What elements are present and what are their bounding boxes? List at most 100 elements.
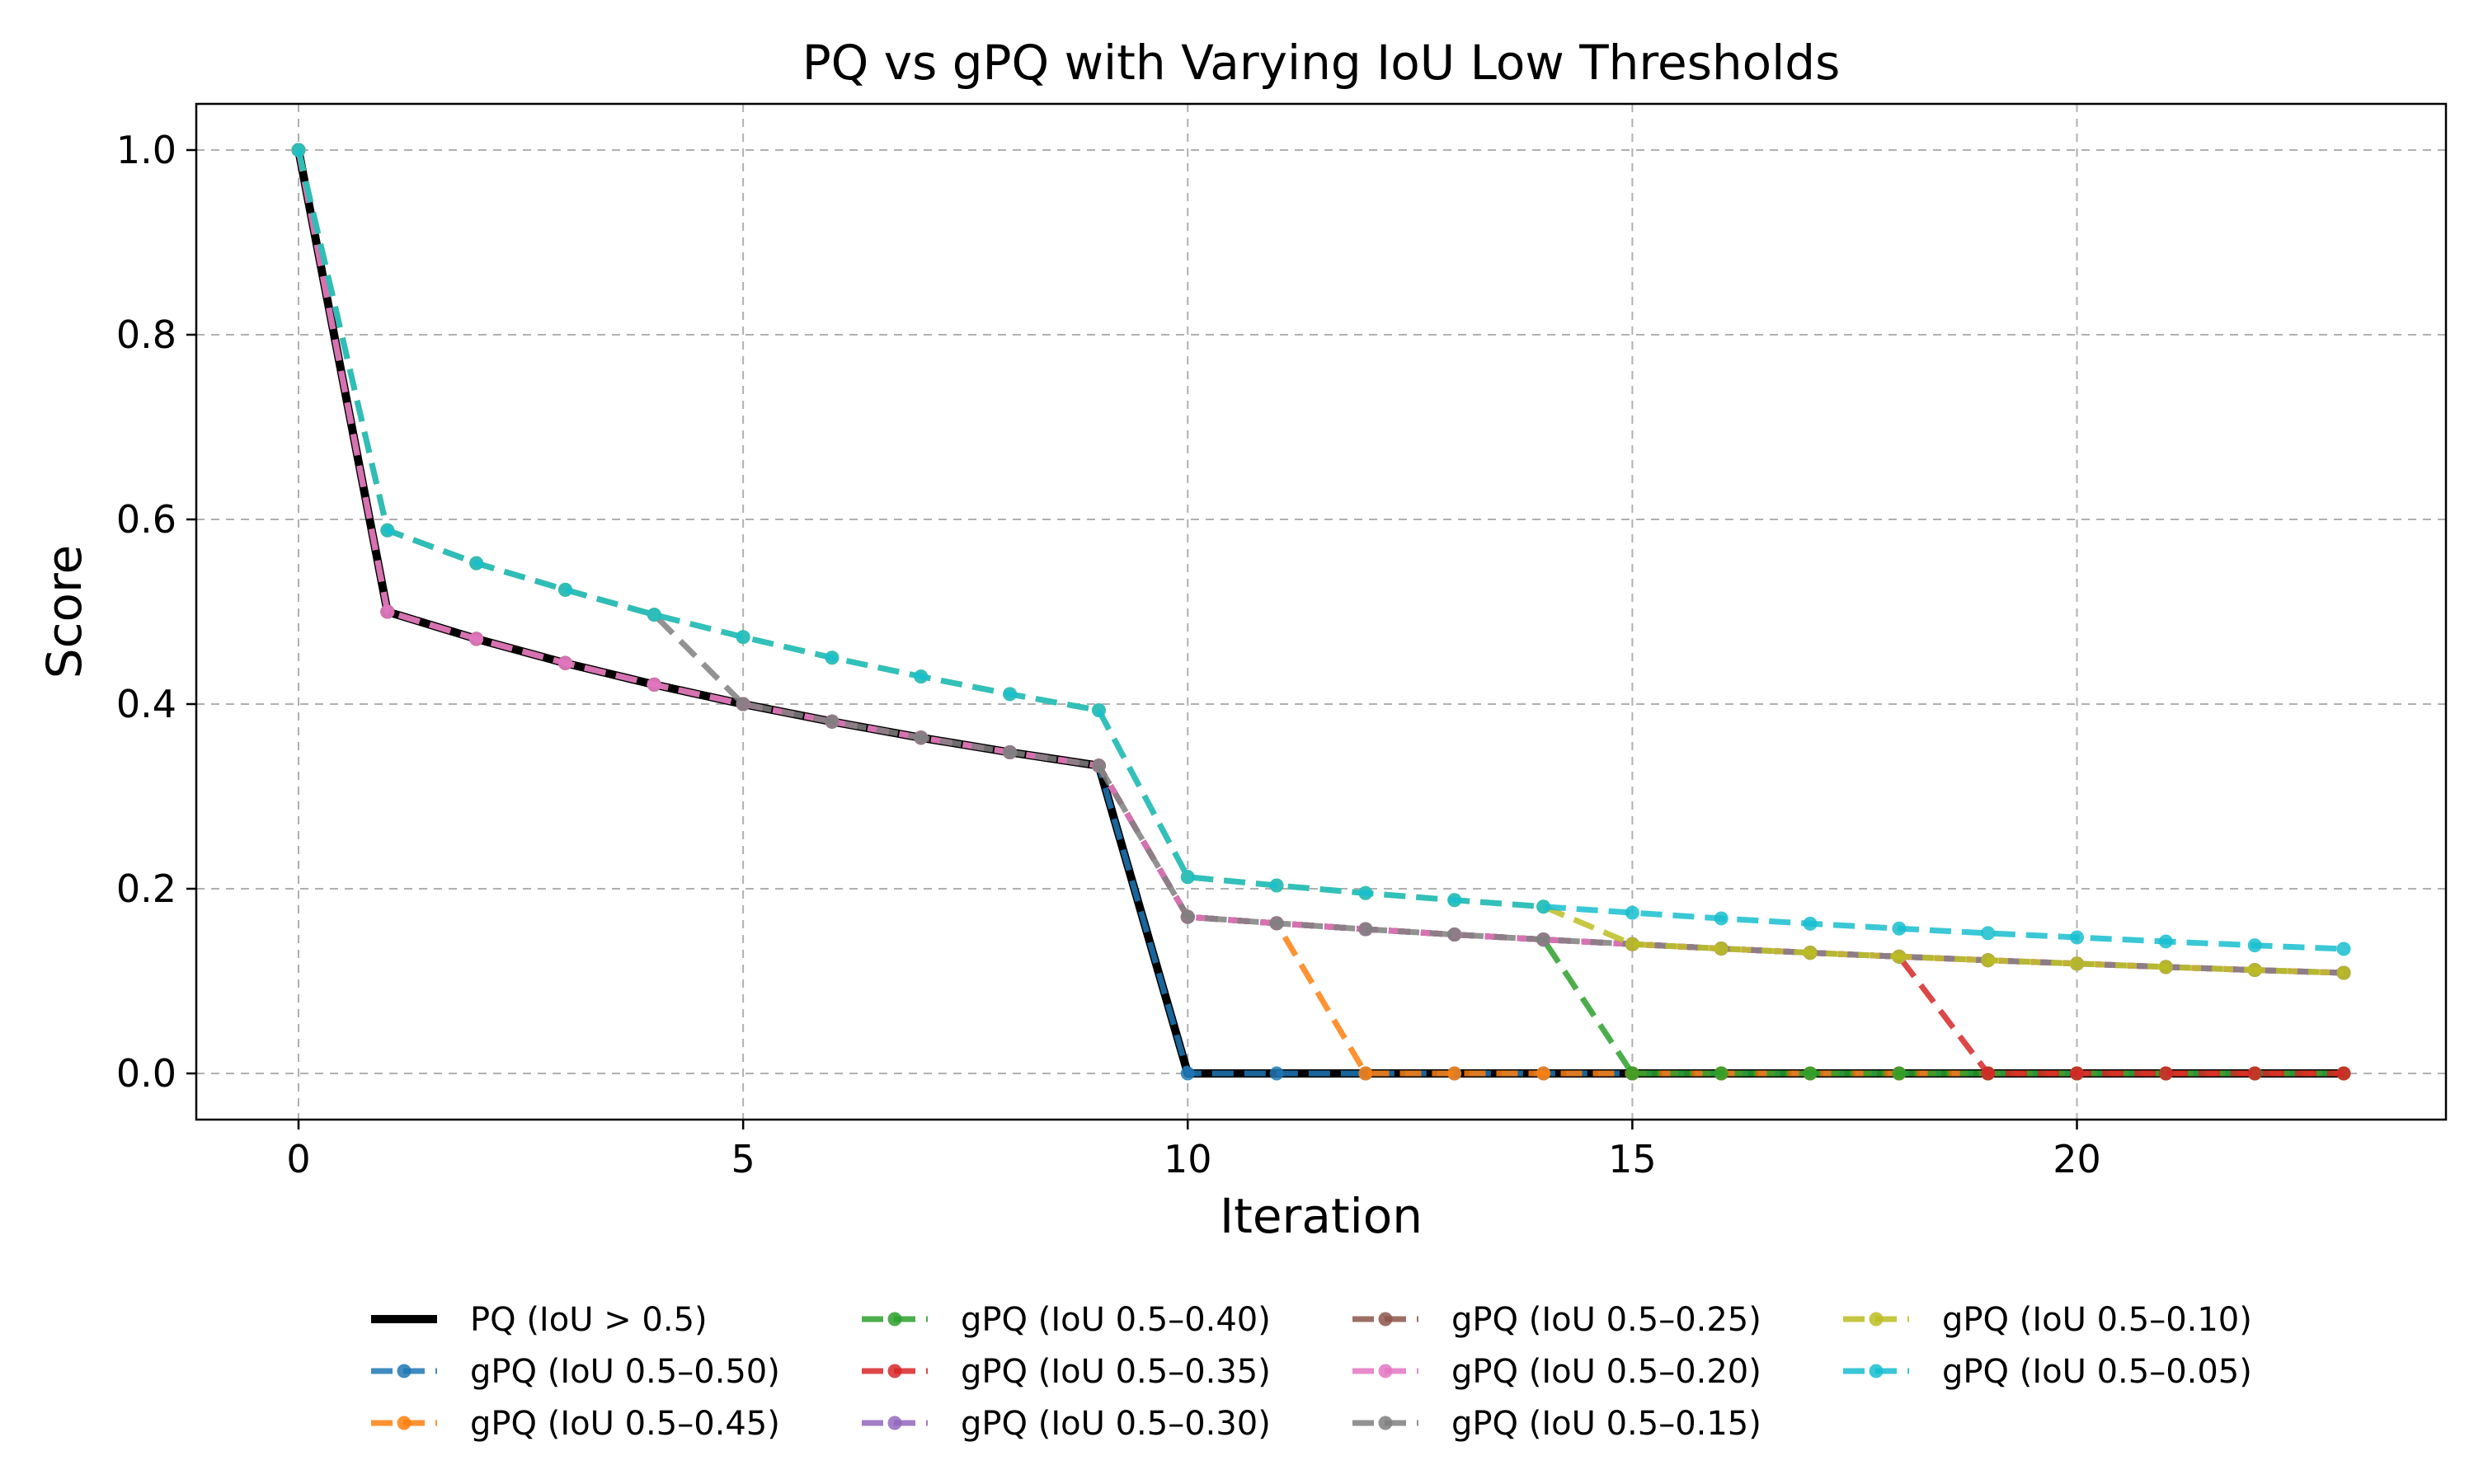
legend: PQ (IoU > 0.5) gPQ (IoU 0.5–0.50) gPQ (IoU… bbox=[371, 1301, 2252, 1443]
legend-item: gPQ (IoU 0.5–0.50) bbox=[371, 1353, 780, 1391]
series-line bbox=[295, 149, 2344, 1077]
data-point bbox=[1536, 1066, 1551, 1081]
data-point bbox=[2158, 960, 2173, 974]
legend-item: gPQ (IoU 0.5–0.35) bbox=[862, 1353, 1271, 1391]
legend-marker bbox=[887, 1416, 902, 1430]
x-tick-label: 20 bbox=[2053, 1137, 2101, 1181]
legend-label: gPQ (IoU 0.5–0.45) bbox=[470, 1405, 780, 1443]
data-point bbox=[380, 523, 395, 538]
data-point bbox=[2247, 963, 2262, 978]
legend-label: gPQ (IoU 0.5–0.35) bbox=[961, 1353, 1271, 1391]
data-point bbox=[1803, 916, 1818, 931]
y-tick-label: 0.6 bbox=[116, 497, 176, 542]
data-point bbox=[1803, 1066, 1818, 1081]
data-point bbox=[736, 697, 750, 711]
data-point bbox=[825, 650, 840, 665]
legend-marker bbox=[1378, 1312, 1393, 1327]
data-point bbox=[1091, 703, 1106, 718]
data-point bbox=[647, 608, 661, 622]
data-point bbox=[1714, 942, 1729, 956]
data-point bbox=[380, 604, 395, 619]
legend-label: gPQ (IoU 0.5–0.20) bbox=[1451, 1353, 1761, 1391]
legend-marker bbox=[1378, 1364, 1393, 1378]
data-point bbox=[1269, 1066, 1284, 1081]
data-point bbox=[1625, 905, 1639, 920]
data-point bbox=[2336, 1066, 2351, 1081]
legend-label: gPQ (IoU 0.5–0.10) bbox=[1942, 1301, 2252, 1339]
data-point bbox=[1892, 949, 1907, 964]
plot-series bbox=[291, 143, 2351, 1081]
y-tick-label: 1.0 bbox=[116, 128, 176, 172]
data-point bbox=[2247, 1066, 2262, 1081]
data-point bbox=[736, 630, 750, 645]
legend-label: gPQ (IoU 0.5–0.50) bbox=[470, 1353, 780, 1391]
legend-marker bbox=[1378, 1416, 1393, 1430]
data-point bbox=[1536, 932, 1551, 947]
data-point bbox=[557, 582, 572, 597]
data-point bbox=[2070, 930, 2085, 945]
legend-marker bbox=[397, 1364, 412, 1378]
data-point bbox=[469, 556, 484, 571]
data-point bbox=[1358, 1066, 1373, 1081]
data-point bbox=[1358, 922, 1373, 937]
data-point bbox=[1714, 911, 1729, 926]
data-point bbox=[2070, 1066, 2085, 1081]
data-point bbox=[1625, 937, 1639, 951]
data-point bbox=[1625, 1066, 1639, 1081]
y-tick-label: 0.4 bbox=[116, 682, 176, 726]
data-point bbox=[1892, 921, 1907, 936]
data-point bbox=[2158, 934, 2173, 949]
legend-label: gPQ (IoU 0.5–0.40) bbox=[961, 1301, 1271, 1339]
legend-label: gPQ (IoU 0.5–0.15) bbox=[1451, 1405, 1761, 1443]
data-point bbox=[1803, 946, 1818, 960]
data-point bbox=[1091, 758, 1106, 773]
legend-item: gPQ (IoU 0.5–0.45) bbox=[371, 1405, 780, 1443]
data-point bbox=[2336, 942, 2351, 956]
x-tick-label: 10 bbox=[1164, 1137, 1212, 1181]
data-point bbox=[557, 655, 572, 670]
y-axis-label: Score bbox=[36, 545, 92, 679]
legend-item: gPQ (IoU 0.5–0.40) bbox=[862, 1301, 1271, 1339]
data-point bbox=[1447, 1066, 1462, 1081]
data-point bbox=[1981, 953, 1996, 968]
data-point bbox=[291, 143, 306, 157]
legend-label: gPQ (IoU 0.5–0.05) bbox=[1942, 1353, 2252, 1391]
legend-item: PQ (IoU > 0.5) bbox=[371, 1301, 708, 1339]
data-point bbox=[647, 677, 661, 692]
series-line bbox=[295, 149, 2344, 1077]
data-point bbox=[1447, 928, 1462, 942]
data-point bbox=[1003, 687, 1018, 702]
data-point bbox=[2158, 1066, 2173, 1081]
data-point bbox=[1269, 916, 1284, 931]
series-line bbox=[295, 149, 2345, 952]
legend-item: gPQ (IoU 0.5–0.15) bbox=[1352, 1405, 1761, 1443]
data-point bbox=[1269, 878, 1284, 893]
y-tick-label: 0.0 bbox=[116, 1051, 176, 1096]
data-point bbox=[1180, 1066, 1195, 1081]
legend-item: gPQ (IoU 0.5–0.05) bbox=[1843, 1353, 2252, 1391]
x-tick-label: 15 bbox=[1608, 1137, 1657, 1181]
x-axis-label: Iteration bbox=[1220, 1188, 1423, 1244]
legend-item: gPQ (IoU 0.5–0.20) bbox=[1352, 1353, 1761, 1391]
data-point bbox=[914, 730, 929, 745]
axis-ticks: 0 5 10 15 20 0.0 0.2 0.4 0.6 0.8 1.0 bbox=[116, 128, 2101, 1181]
legend-marker bbox=[1869, 1364, 1884, 1378]
legend-marker bbox=[887, 1312, 902, 1327]
data-point bbox=[2247, 938, 2262, 953]
legend-item: gPQ (IoU 0.5–0.10) bbox=[1843, 1301, 2252, 1339]
data-point bbox=[469, 632, 484, 646]
y-tick-label: 0.2 bbox=[116, 866, 176, 911]
data-point bbox=[1714, 1066, 1729, 1081]
legend-marker bbox=[887, 1364, 902, 1378]
data-point bbox=[1536, 899, 1551, 914]
data-point bbox=[1180, 909, 1195, 924]
data-point bbox=[1180, 870, 1195, 885]
legend-label: PQ (IoU > 0.5) bbox=[470, 1301, 708, 1339]
data-point bbox=[1892, 1066, 1907, 1081]
data-point bbox=[2336, 965, 2351, 980]
data-point bbox=[1003, 744, 1018, 759]
data-point bbox=[2070, 956, 2085, 971]
x-tick-label: 0 bbox=[286, 1137, 310, 1181]
